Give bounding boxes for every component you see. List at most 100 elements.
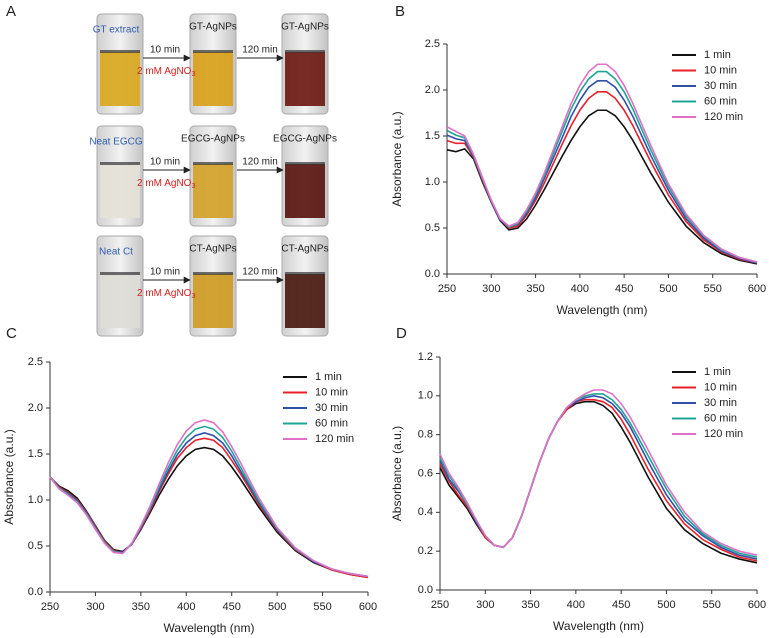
panel-label: B <box>395 3 405 20</box>
legend-label: 60 min <box>704 412 737 424</box>
vial-label: Neat EGCG <box>89 137 143 148</box>
x-tick-label: 450 <box>615 283 633 295</box>
x-tick-label: 300 <box>86 601 104 613</box>
x-tick-label: 600 <box>748 283 766 295</box>
x-tick-label: 550 <box>703 599 721 611</box>
x-tick-label: 450 <box>223 601 241 613</box>
legend-label: 120 min <box>315 433 354 445</box>
meniscus <box>193 272 233 275</box>
step-label: 10 min <box>150 45 180 56</box>
liquid <box>100 274 140 328</box>
y-tick-label: 0.0 <box>28 586 43 598</box>
x-axis-title: Wavelength (nm) <box>164 621 255 635</box>
y-tick-label: 0.0 <box>418 584 433 596</box>
legend-label: 10 min <box>704 64 737 76</box>
x-tick-label: 550 <box>704 283 722 295</box>
x-axis-title: Wavelength (nm) <box>553 619 644 633</box>
y-tick-label: 2.5 <box>425 38 440 50</box>
legend-label: 30 min <box>704 397 737 409</box>
x-tick-label: 350 <box>132 601 150 613</box>
vial-label: CT-AgNPs <box>281 244 328 255</box>
legend-label: 1 min <box>704 366 731 378</box>
y-tick-label: 1.2 <box>418 351 433 363</box>
y-tick-label: 1.5 <box>425 130 440 142</box>
vial-label: EGCG-AgNPs <box>181 134 245 145</box>
reagent-label: 2 mM AgNO3 <box>137 178 195 190</box>
series-line <box>446 63 758 263</box>
y-tick-label: 2.5 <box>28 356 43 368</box>
reagent-label: 2 mM AgNO3 <box>137 66 195 78</box>
legend-label: 10 min <box>704 381 737 393</box>
x-tick-label: 350 <box>521 599 539 611</box>
vial-label: GT-AgNPs <box>189 22 237 33</box>
y-tick-label: 0.0 <box>425 268 440 280</box>
x-tick-label: 300 <box>476 599 494 611</box>
y-tick-label: 1.0 <box>28 494 43 506</box>
meniscus <box>285 162 325 165</box>
x-tick-label: 450 <box>612 599 630 611</box>
step-label: 10 min <box>150 267 180 278</box>
legend-label: 30 min <box>315 402 348 414</box>
y-tick-label: 2.0 <box>28 402 43 414</box>
y-tick-label: 0.4 <box>418 506 433 518</box>
reagent-subscript: 3 <box>191 71 195 78</box>
y-tick-label: 0.6 <box>418 467 433 479</box>
x-axis-title: Wavelength (nm) <box>557 303 648 317</box>
series-line <box>439 389 758 556</box>
reagent: 2 mM AgNO <box>137 288 192 299</box>
legend-label: 120 min <box>704 428 743 440</box>
panel-label: A <box>6 3 16 20</box>
panel-label: C <box>6 325 17 342</box>
x-tick-label: 350 <box>526 283 544 295</box>
chart: D 0.0 0.2 0.4 0.6 0.8 1.0 1.2 250 300 350 400 450 500… <box>390 325 766 633</box>
x-tick-label: 400 <box>567 599 585 611</box>
liquid <box>285 52 325 106</box>
x-tick-label: 500 <box>268 601 286 613</box>
panel-a: GT extract GT-AgNPs GT-AgNPs 10 min 120 min 2… <box>89 13 337 337</box>
x-tick-label: 600 <box>748 599 766 611</box>
meniscus <box>100 50 140 53</box>
y-tick-label: 0.5 <box>425 222 440 234</box>
step-label: 120 min <box>242 267 278 278</box>
step-label: 120 min <box>242 157 278 168</box>
reagent-subscript: 3 <box>191 183 195 190</box>
legend-label: 30 min <box>704 80 737 92</box>
series-line <box>446 80 758 264</box>
step-label: 10 min <box>150 157 180 168</box>
liquid <box>100 164 140 218</box>
y-tick-label: 1.0 <box>425 176 440 188</box>
x-tick-label: 250 <box>438 283 456 295</box>
x-tick-label: 250 <box>431 599 449 611</box>
legend-label: 60 min <box>315 417 348 429</box>
series-line <box>49 437 369 579</box>
y-tick-label: 1.0 <box>418 390 433 402</box>
vial-label: EGCG-AgNPs <box>273 134 337 145</box>
y-axis-title: Absorbance (a.u.) <box>390 111 404 206</box>
meniscus <box>193 162 233 165</box>
vial-label: GT-AgNPs <box>281 22 329 33</box>
vial-label: GT extract <box>93 25 140 36</box>
y-axis-title: Absorbance (a.u.) <box>2 429 16 524</box>
panel-label: D <box>396 325 407 342</box>
y-tick-label: 2.0 <box>425 84 440 96</box>
y-tick-label: 1.5 <box>28 448 43 460</box>
liquid <box>100 52 140 106</box>
legend-label: 1 min <box>315 371 342 383</box>
x-tick-label: 500 <box>657 599 675 611</box>
x-tick-label: 400 <box>177 601 195 613</box>
chart: C 0.0 0.5 1.0 1.5 2.0 2.5 250 300 350 400 450 500 550… <box>2 325 377 635</box>
x-tick-label: 400 <box>571 283 589 295</box>
series-line <box>49 419 369 578</box>
series-line <box>49 432 369 578</box>
y-tick-label: 0.2 <box>418 545 433 557</box>
vial-label: CT-AgNPs <box>189 244 236 255</box>
meniscus <box>285 272 325 275</box>
x-tick-label: 300 <box>482 283 500 295</box>
liquid <box>193 52 233 106</box>
legend-label: 120 min <box>704 111 743 123</box>
series-line <box>49 446 369 579</box>
step-label: 120 min <box>242 45 278 56</box>
legend-label: 1 min <box>704 49 731 61</box>
meniscus <box>100 162 140 165</box>
